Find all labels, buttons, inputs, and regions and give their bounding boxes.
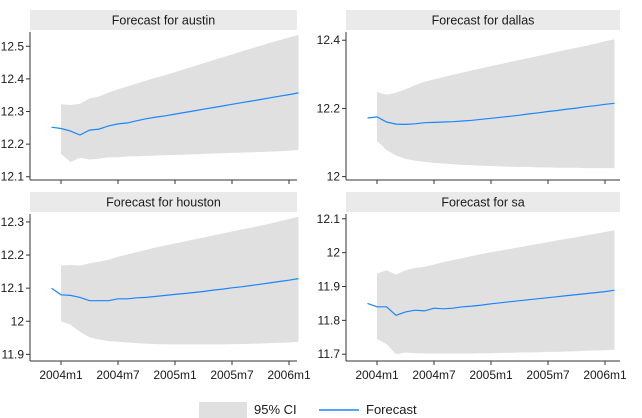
legend-label-ci: 95% CI: [254, 402, 297, 417]
ci-band-dallas: [377, 39, 615, 169]
y-tick-label-sa: 11.7: [318, 347, 341, 361]
ci-band-austin: [61, 34, 299, 163]
panel-strip-austin: [30, 10, 297, 30]
x-tick-label-houston: 2005m7: [210, 368, 254, 382]
forecast-line-austin: [51, 92, 299, 136]
y-tick-label-sa: 11.9: [318, 280, 341, 294]
x-tick-label-houston: 2005m1: [153, 368, 197, 382]
y-tick-label-houston: 12.1: [1, 281, 25, 295]
forecast-line-dallas: [367, 102, 615, 126]
y-tick-label-dallas: 12: [327, 170, 341, 184]
y-tick-label-sa: 12.1: [317, 212, 341, 226]
y-tick-label-dallas: 12.4: [317, 33, 341, 47]
forecast-line-houston: [51, 278, 299, 302]
ci-band-sa: [377, 230, 615, 355]
panel-dallas: Forecast for dallas 12 12.2 12.4: [317, 10, 620, 184]
x-tick-label-sa: 2005m1: [469, 368, 513, 382]
panel-houston: Forecast for houston 11.9 12 12.1 12.2 12.3 20…: [1, 192, 311, 382]
x-tick-label-houston: 2004m7: [96, 368, 140, 382]
y-tick-label-dallas: 12.2: [317, 101, 341, 115]
legend: 95% CI Forecast: [199, 402, 417, 418]
y-tick-label-austin: 12.1: [1, 170, 25, 184]
panel-strip-sa: [346, 192, 620, 212]
y-tick-label-austin: 12.5: [1, 39, 25, 53]
y-tick-label-houston: 12.2: [1, 248, 25, 262]
panel-title-dallas: Forecast for dallas: [432, 14, 535, 28]
panel-strip-houston: [30, 192, 297, 212]
y-tick-label-houston: 12.3: [1, 215, 25, 229]
legend-label-forecast: Forecast: [366, 402, 417, 417]
panel-sa: Forecast for sa 11.7 11.8 11.9 12 12.1 2004m1 2…: [317, 192, 627, 382]
panel-title-sa: Forecast for sa: [441, 196, 524, 210]
x-tick-label-sa: 2005m7: [526, 368, 570, 382]
y-tick-label-houston: 12: [11, 314, 25, 328]
panel-strip-dallas: [346, 10, 620, 30]
x-tick-label-sa: 2006m1: [583, 368, 627, 382]
y-tick-label-houston: 11.9: [2, 347, 25, 361]
x-tick-label-houston: 2006m1: [267, 368, 311, 382]
y-tick-label-austin: 12.4: [1, 72, 25, 86]
y-tick-label-austin: 12.3: [1, 105, 25, 119]
ci-band-houston: [61, 216, 299, 345]
forecast-line-sa: [367, 289, 615, 316]
x-tick-label-sa: 2004m7: [412, 368, 456, 382]
y-tick-label-austin: 12.2: [1, 137, 25, 151]
panel-title-houston: Forecast for houston: [106, 196, 221, 210]
x-tick-label-sa: 2004m1: [355, 368, 399, 382]
x-tick-label-houston: 2004m1: [39, 368, 83, 382]
panel-title-austin: Forecast for austin: [112, 14, 216, 28]
y-tick-label-sa: 11.8: [318, 313, 341, 327]
panel-grid: Forecast for austin12.112.212.312.412.5F…: [1, 10, 627, 382]
legend-swatch-ci: [199, 402, 247, 418]
y-tick-label-sa: 12: [327, 246, 341, 260]
panel-austin: Forecast for austin 12.1 12.2 12.3 12.4 12.5: [1, 10, 299, 184]
